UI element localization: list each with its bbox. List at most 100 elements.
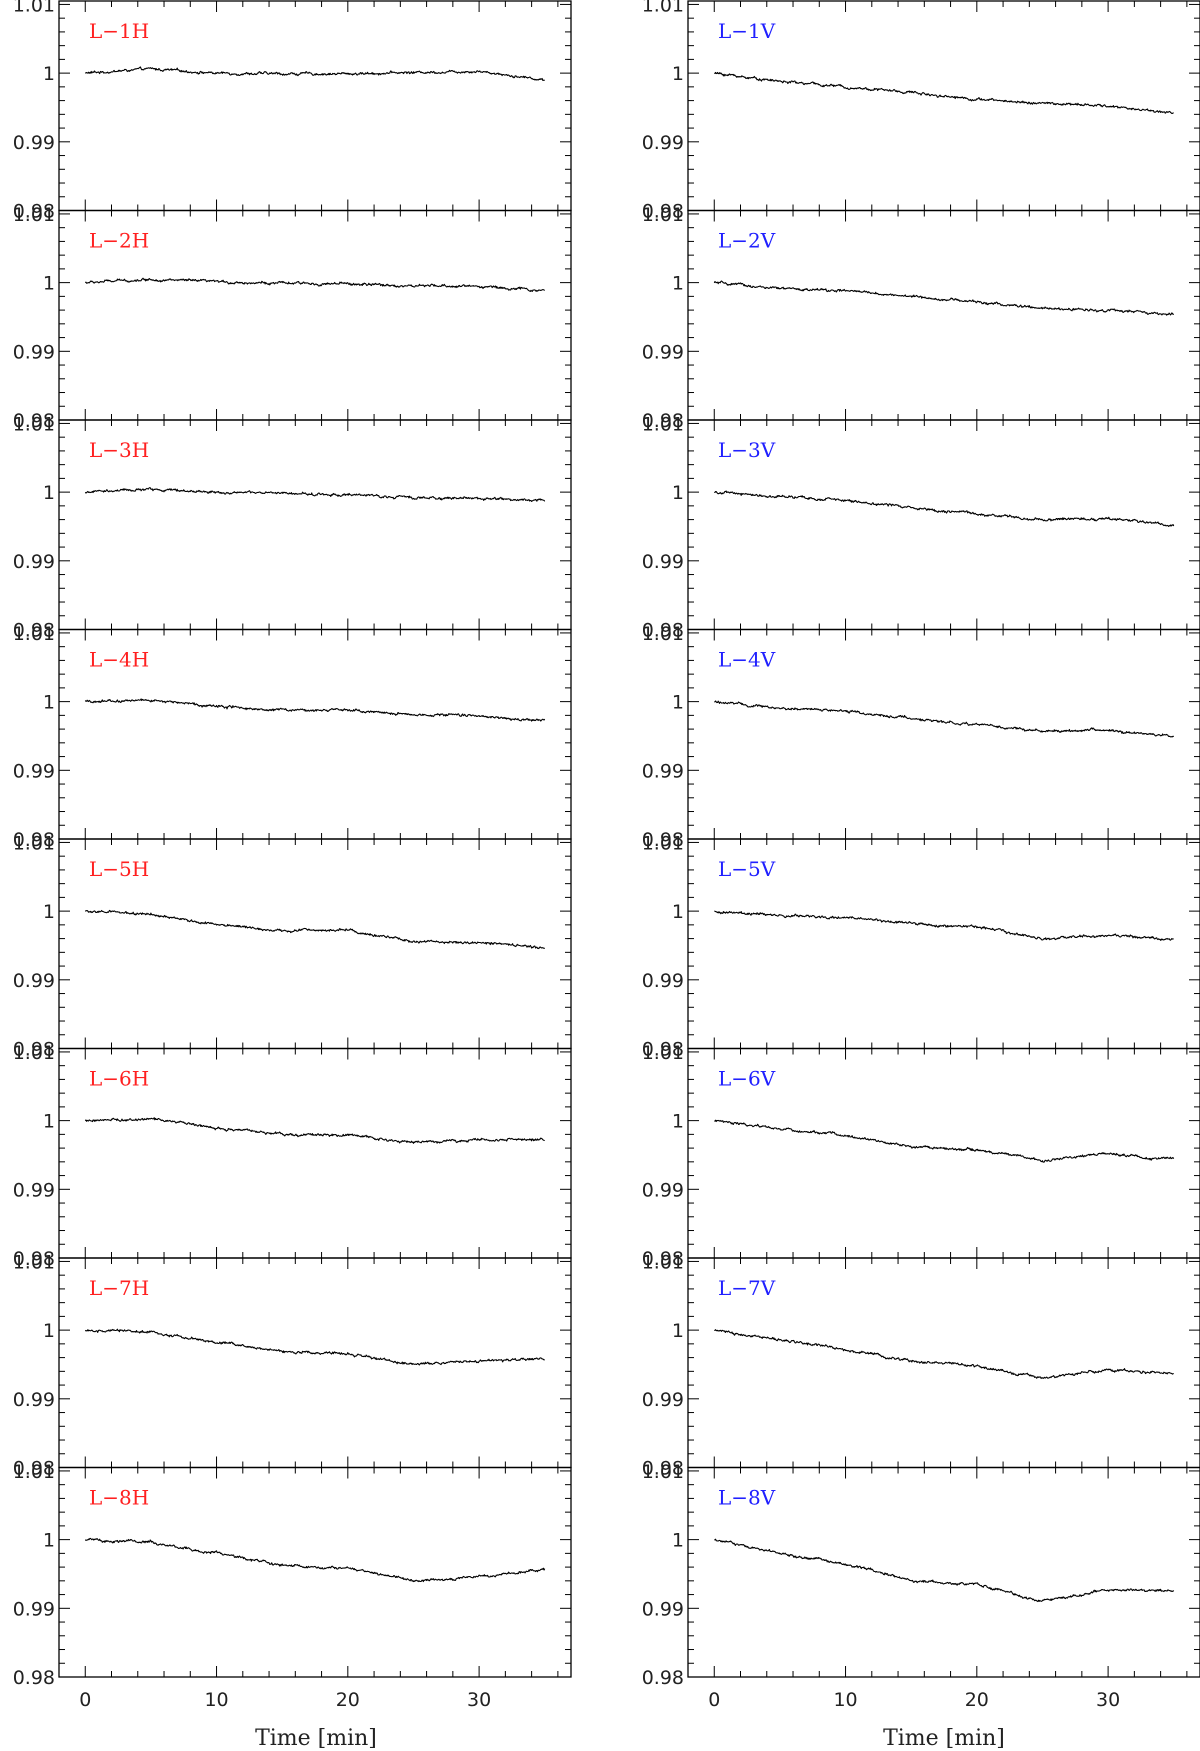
y-tick-label: 1 xyxy=(672,63,684,85)
panel-label: L−3V xyxy=(718,438,776,462)
panel-15: 1.01 1 0.99 0.98 0 10 20 30 L−8H xyxy=(13,1461,572,1711)
series-line xyxy=(714,1538,1175,1603)
y-tick-label: 1.01 xyxy=(13,1461,55,1483)
x-tick-label: 20 xyxy=(336,1689,360,1711)
y-tick-label: 1 xyxy=(672,482,684,504)
panel-label: L−7V xyxy=(718,1276,776,1300)
series-line xyxy=(713,280,1175,316)
y-tick-label: 1 xyxy=(43,1320,55,1342)
y-tick-label: 0.99 xyxy=(13,760,55,782)
series-line xyxy=(714,1119,1175,1163)
series-line xyxy=(714,490,1175,527)
y-tick-label: 1.01 xyxy=(642,413,684,435)
panel-label: L−8V xyxy=(718,1486,776,1510)
y-tick-label: 1.01 xyxy=(13,623,55,645)
y-tick-label: 0.98 xyxy=(642,1458,684,1480)
y-tick-label: 0.99 xyxy=(13,341,55,363)
panel-label: L−5H xyxy=(89,857,149,881)
y-tick-label: 0.98 xyxy=(642,410,684,432)
y-tick-label: 1.01 xyxy=(642,204,684,226)
y-tick-label: 0.99 xyxy=(13,1598,55,1620)
y-tick-label: 0.98 xyxy=(13,620,55,642)
panel-8: 1.01 1 0.99 0.98 L−4V xyxy=(642,623,1200,851)
y-tick-label: 0.98 xyxy=(13,410,55,432)
series-line xyxy=(714,910,1174,941)
y-tick-label: 0.98 xyxy=(13,201,55,223)
y-tick-label: 0.98 xyxy=(642,1667,684,1689)
y-tick-label: 1 xyxy=(672,901,684,923)
panel-grid: 1.0110.990.98L−1H1.0110.990.98L−1V1.0110… xyxy=(13,0,1200,1711)
y-tick-label: 1 xyxy=(43,1530,55,1552)
y-tick-label: 1.01 xyxy=(13,1251,55,1273)
panel-label: L−4H xyxy=(89,648,149,672)
y-tick-label: 1.01 xyxy=(642,1251,684,1273)
y-tick-label: 1 xyxy=(672,692,684,714)
y-tick-label: 1.01 xyxy=(642,1042,684,1064)
y-tick-label: 0.98 xyxy=(13,1248,55,1270)
y-tick-label: 1 xyxy=(43,692,55,714)
y-tick-label: 0.99 xyxy=(642,970,684,992)
panel-14: 1.01 1 0.99 0.98 L−7V xyxy=(642,1251,1200,1480)
panel-label: L−6H xyxy=(89,1067,149,1091)
panel-12: 1.01 1 0.99 0.98 L−6V xyxy=(642,1042,1200,1270)
y-tick-label: 0.98 xyxy=(13,829,55,851)
series-line xyxy=(84,1328,545,1366)
x-tick-label: 10 xyxy=(204,1689,228,1711)
x-tick-label: 0 xyxy=(708,1689,720,1711)
y-tick-label: 0.99 xyxy=(642,1598,684,1620)
panel-16: 1.01 1 0.99 0.98 0 10 20 30 L−8V xyxy=(642,1461,1200,1711)
y-tick-label: 1.01 xyxy=(13,1042,55,1064)
series-line xyxy=(714,1329,1174,1379)
series-line xyxy=(84,909,546,950)
x-tick-label: 0 xyxy=(79,1689,91,1711)
y-tick-label: 1.01 xyxy=(13,204,55,226)
panel-label: L−1V xyxy=(718,19,776,43)
series-line xyxy=(84,1537,546,1583)
y-tick-label: 0.99 xyxy=(13,1179,55,1201)
x-tick-label: 30 xyxy=(1096,1689,1120,1711)
y-tick-label: 1 xyxy=(43,482,55,504)
panel-1: 1.01 1 0.99 0.98 L−1H xyxy=(13,0,572,223)
y-tick-label: 0.98 xyxy=(642,829,684,851)
series-line xyxy=(84,1117,545,1144)
y-tick-label: 1.01 xyxy=(642,623,684,645)
panel-label: L−1H xyxy=(89,19,149,43)
x-tick-label: 30 xyxy=(467,1689,491,1711)
x-tick-label: 20 xyxy=(965,1689,989,1711)
y-tick-label: 1 xyxy=(672,1530,684,1552)
panel-label: L−2H xyxy=(89,229,149,253)
panel-label: L−3H xyxy=(89,438,149,462)
y-tick-label: 1.01 xyxy=(642,1461,684,1483)
panel-7: 1.01 1 0.99 0.98 L−4H xyxy=(13,623,572,851)
y-tick-label: 1 xyxy=(672,273,684,295)
series-line xyxy=(84,66,546,81)
panel-3: 1.01 1 0.99 0.98 L−2H xyxy=(13,204,572,432)
series-line xyxy=(714,71,1174,114)
y-tick-label: 1.01 xyxy=(13,413,55,435)
series-line xyxy=(714,700,1175,738)
y-tick-label: 0.98 xyxy=(642,201,684,223)
panel-13: 1.01 1 0.99 0.98 L−7H xyxy=(13,1251,572,1480)
panel-6: 1.01 1 0.99 0.98 L−3V xyxy=(642,413,1200,642)
y-tick-label: 0.98 xyxy=(13,1667,55,1689)
x-axis-label-left: Time [min] xyxy=(255,1726,377,1751)
y-tick-label: 0.99 xyxy=(642,341,684,363)
y-tick-label: 0.99 xyxy=(642,132,684,154)
y-tick-label: 0.99 xyxy=(13,551,55,573)
panel-label: L−7H xyxy=(89,1276,149,1300)
panel-label: L−6V xyxy=(718,1067,776,1091)
y-tick-label: 1.01 xyxy=(13,0,55,16)
panel-4: 1.01 1 0.99 0.98 L−2V xyxy=(642,204,1200,432)
y-tick-label: 1 xyxy=(43,63,55,85)
y-tick-label: 1.01 xyxy=(13,832,55,854)
y-tick-label: 1.01 xyxy=(642,0,684,16)
y-tick-label: 1 xyxy=(672,1320,684,1342)
series-line xyxy=(84,698,546,722)
y-tick-label: 0.98 xyxy=(13,1039,55,1061)
y-tick-label: 0.98 xyxy=(642,620,684,642)
x-tick-label: 10 xyxy=(833,1689,857,1711)
y-tick-label: 0.99 xyxy=(642,760,684,782)
panel-2: 1.01 1 0.99 0.98 L−1V xyxy=(642,0,1200,223)
y-tick-label: 1.01 xyxy=(642,832,684,854)
